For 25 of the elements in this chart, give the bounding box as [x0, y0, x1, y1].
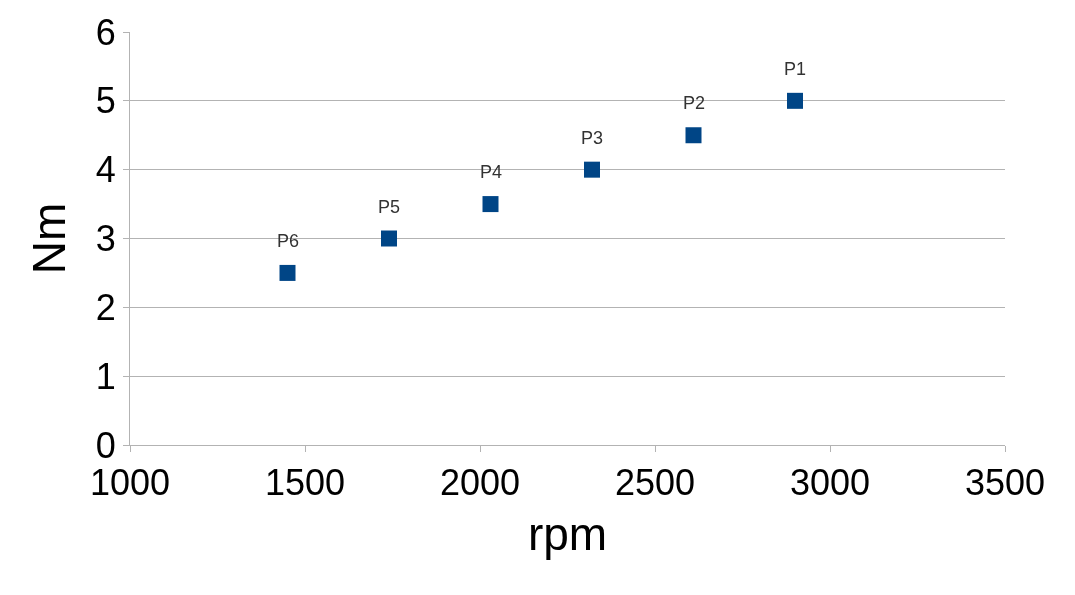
annotation: P6: [277, 231, 300, 251]
point: [482, 196, 499, 213]
y-tick-label: 5: [95, 80, 116, 122]
annotation: P2: [683, 93, 706, 113]
x-tick-label: 3000: [789, 462, 871, 504]
x-axis-title: rpm: [527, 507, 608, 560]
point: [381, 230, 397, 247]
point: [584, 161, 600, 178]
x-tick-label: 3500: [964, 462, 1046, 504]
y-tick-label: 1: [95, 355, 116, 397]
annotation: P3: [581, 128, 604, 148]
y-tick-label: 2: [95, 286, 116, 328]
point: [279, 264, 296, 281]
annotation: P5: [378, 197, 401, 217]
point: [685, 127, 702, 144]
y-tick-label: 4: [95, 149, 116, 191]
annotation: P4: [480, 162, 503, 182]
point: [787, 92, 803, 109]
x-tick-label: 1500: [264, 462, 346, 504]
y-tick-label: 6: [95, 11, 116, 53]
y-tick-label: 3: [95, 218, 116, 260]
annotation: P1: [784, 59, 807, 79]
y-axis-title: Nm: [23, 202, 76, 275]
x-tick-label: 2500: [614, 462, 696, 504]
x-tick-label: 2000: [439, 462, 521, 504]
